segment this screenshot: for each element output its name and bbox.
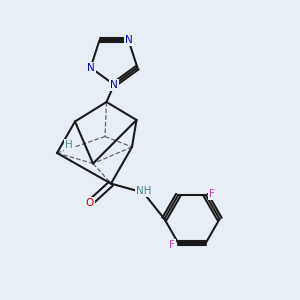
Text: H: H [65, 140, 73, 151]
Text: NH: NH [136, 186, 151, 196]
Text: N: N [110, 80, 118, 90]
Text: N: N [87, 63, 94, 73]
Text: N: N [124, 35, 132, 45]
Text: F: F [209, 189, 215, 199]
Text: F: F [169, 240, 175, 250]
Text: O: O [85, 198, 94, 208]
